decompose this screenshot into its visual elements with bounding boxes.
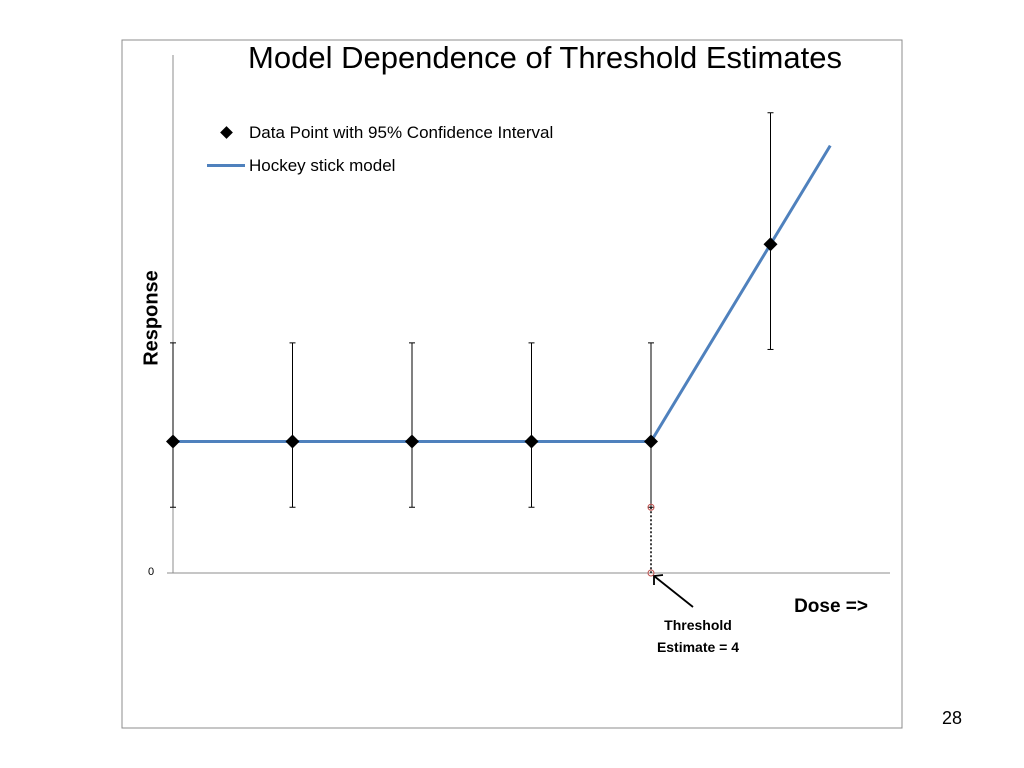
data-point-2 <box>405 434 419 449</box>
legend-label-line: Hockey stick model <box>249 155 396 175</box>
data-point-4 <box>644 434 658 449</box>
threshold-arrow-shaft <box>653 575 694 608</box>
chart-frame <box>121 39 903 729</box>
data-point-5 <box>763 237 778 252</box>
y-tick-label-0: 0 <box>148 566 155 578</box>
threshold-annotation-line-1: Threshold <box>664 617 732 633</box>
page-number: 28 <box>941 708 962 728</box>
hockey-stick-line <box>173 144 832 443</box>
legend-label-points: Data Point with 95% Confidence Interval <box>249 122 554 142</box>
data-point-3 <box>524 434 539 449</box>
threshold-marker-lower <box>647 569 655 577</box>
data-point-0 <box>166 434 180 449</box>
legend-line-marker <box>205 156 247 176</box>
chart-title: Model Dependence of Threshold Estimates <box>248 40 842 75</box>
x-axis-label: Dose => <box>794 596 868 617</box>
data-point-1 <box>285 434 300 449</box>
legend-diamond-marker <box>205 123 247 143</box>
legend: Data Point with 95% Confidence Interval … <box>205 116 553 182</box>
legend-entry-points: Data Point with 95% Confidence Interval <box>205 116 553 149</box>
legend-entry-line: Hockey stick model <box>205 149 553 182</box>
threshold-marker-upper <box>647 503 655 511</box>
y-axis-label: Response <box>140 270 163 366</box>
threshold-arrow-head <box>653 574 664 585</box>
threshold-annotation: Threshold Estimate = 4 <box>640 614 756 658</box>
threshold-annotation-line-2: Estimate = 4 <box>656 639 740 655</box>
